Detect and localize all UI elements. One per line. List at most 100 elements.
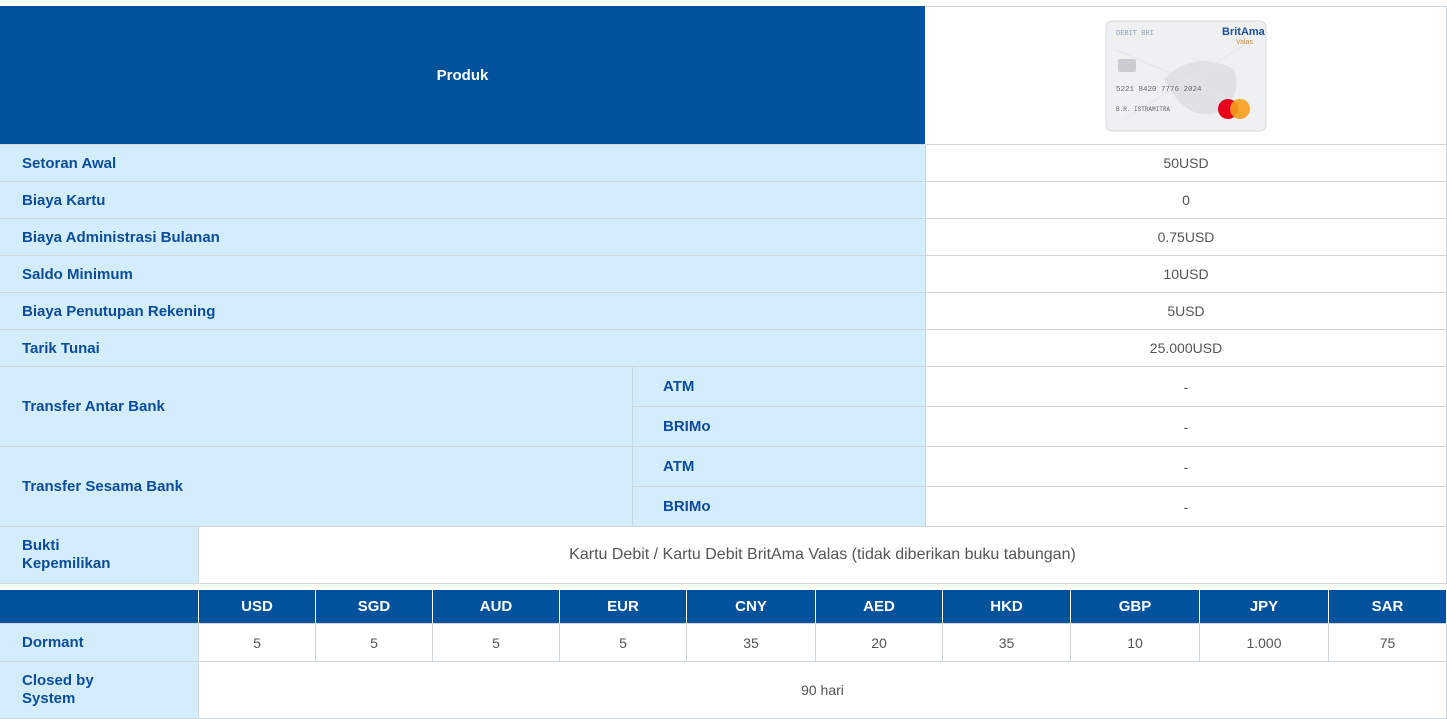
row-label: Biaya Kartu (0, 182, 926, 219)
card-label: DEBIT BRI (1116, 30, 1154, 38)
row-value: 5USD (926, 293, 1447, 330)
dormant-value: 5 (560, 624, 687, 662)
dormant-value: 35 (943, 624, 1071, 662)
card-holder: B.R. ISTRAMITRA (1116, 106, 1170, 113)
transfer-label-text: Transfer Antar Bank (22, 398, 165, 415)
dormant-value-text: 35 (998, 634, 1015, 651)
currency-header-text: JPY (1249, 598, 1279, 615)
dormant-value: 1.000 (1200, 624, 1329, 662)
currency-header: AUD (433, 590, 560, 624)
currency-header-text: AUD (479, 598, 513, 615)
dormant-value-text: 5 (619, 634, 627, 651)
row-label: Biaya Administrasi Bulanan (0, 219, 926, 256)
currency-header: GBP (1071, 590, 1200, 624)
dormant-value: 5 (316, 624, 433, 662)
closed-value: 90 hari (199, 662, 1447, 719)
dormant-value: 5 (433, 624, 560, 662)
dormant-value: 75 (1329, 624, 1447, 662)
row-value-text: 0 (1182, 192, 1190, 208)
row-label: Saldo Minimum (0, 256, 926, 293)
card-sub-brand: Valas (1236, 39, 1253, 46)
channel-label: ATM (633, 367, 926, 407)
row-value: 0 (926, 182, 1447, 219)
dormant-value: 20 (816, 624, 943, 662)
dormant-value-text: 5 (492, 634, 500, 651)
channel-value: - (926, 407, 1447, 447)
channel-value: - (926, 367, 1447, 407)
channel-label: BRIMo (633, 407, 926, 447)
dormant-value-text: 5 (370, 634, 378, 651)
channel-label: BRIMo (633, 487, 926, 527)
dormant-value: 35 (687, 624, 816, 662)
dormant-value-text: 5 (253, 634, 261, 651)
row-label: Setoran Awal (0, 145, 926, 182)
channel-value-text: - (1183, 378, 1189, 395)
currency-header: JPY (1200, 590, 1329, 624)
row-value-text: 25.000USD (1149, 340, 1223, 356)
currency-header-blank (0, 590, 199, 624)
currency-header-text: SGD (357, 598, 391, 615)
row-label-text: Biaya Administrasi Bulanan (22, 228, 220, 246)
row-value: 10USD (926, 256, 1447, 293)
currency-header-text: CNY (735, 598, 767, 615)
channel-label: ATM (633, 447, 926, 487)
row-value-text: 50USD (1163, 155, 1209, 171)
currency-header: SGD (316, 590, 433, 624)
row-value-text: 0.75USD (1157, 229, 1215, 245)
dormant-value: 5 (199, 624, 316, 662)
dormant-label-text: Dormant (22, 634, 84, 651)
closed-label: Closed by System (0, 662, 199, 719)
row-label-text: Tarik Tunai (22, 339, 100, 357)
currency-header: HKD (943, 590, 1071, 624)
ownership-value: Kartu Debit / Kartu Debit BritAma Valas … (199, 527, 1447, 584)
closed-label-text: Closed by System (22, 672, 94, 707)
row-label-text: Biaya Penutupan Rekening (22, 302, 216, 320)
currency-header-text: GBP (1118, 598, 1152, 615)
transfer-label: Transfer Sesama Bank (0, 447, 633, 527)
currency-header: EUR (560, 590, 687, 624)
currency-header-text: USD (241, 598, 273, 615)
dormant-value: 10 (1071, 624, 1200, 662)
channel-label-text: BRIMo (663, 498, 711, 515)
card-image: DEBIT BRI BritAma Valas 5221 8420 7776 2… (1105, 20, 1267, 131)
transfer-label-text: Transfer Sesama Bank (22, 478, 183, 495)
row-label-text: Biaya Kartu (22, 191, 106, 209)
row-label: Biaya Penutupan Rekening (0, 293, 926, 330)
dormant-value-text: 20 (871, 634, 887, 651)
row-value: 25.000USD (926, 330, 1447, 367)
row-label-text: Saldo Minimum (22, 265, 133, 283)
dormant-label: Dormant (0, 624, 199, 662)
currency-header: SAR (1329, 590, 1447, 624)
currency-header: USD (199, 590, 316, 624)
closed-value-text: 90 hari (801, 682, 844, 698)
ownership-label: Bukti Kepemilikan (0, 527, 199, 584)
row-value: 0.75USD (926, 219, 1447, 256)
channel-value: - (926, 487, 1447, 527)
product-header: Produk (0, 6, 926, 145)
currency-header-text: HKD (990, 598, 1023, 615)
transfer-label: Transfer Antar Bank (0, 367, 633, 447)
ownership-label-text: Bukti Kepemilikan (22, 537, 111, 572)
currency-header-text: EUR (607, 598, 639, 615)
channel-label-text: ATM (663, 458, 695, 475)
channel-value-text: - (1183, 418, 1189, 435)
row-value-text: 5USD (1167, 303, 1205, 319)
card-number: 5221 8420 7776 2024 (1116, 86, 1202, 94)
row-label-text: Setoran Awal (22, 154, 117, 172)
row-value-text: 10USD (1163, 266, 1209, 282)
card-brand: BritAma (1222, 26, 1266, 38)
dormant-value-text: 35 (743, 634, 759, 651)
row-label: Tarik Tunai (0, 330, 926, 367)
channel-label-text: ATM (663, 378, 695, 395)
currency-header-text: SAR (1371, 598, 1404, 615)
channel-value: - (926, 447, 1447, 487)
card-cell: DEBIT BRI BritAma Valas 5221 8420 7776 2… (926, 6, 1447, 145)
dormant-value-text: 1.000 (1246, 634, 1282, 651)
dormant-value-text: 75 (1379, 634, 1396, 651)
dormant-value-text: 10 (1127, 634, 1143, 651)
currency-header: CNY (687, 590, 816, 624)
channel-value-text: - (1183, 498, 1189, 515)
ownership-value-text: Kartu Debit / Kartu Debit BritAma Valas … (569, 546, 1076, 563)
channel-label-text: BRIMo (663, 418, 711, 435)
